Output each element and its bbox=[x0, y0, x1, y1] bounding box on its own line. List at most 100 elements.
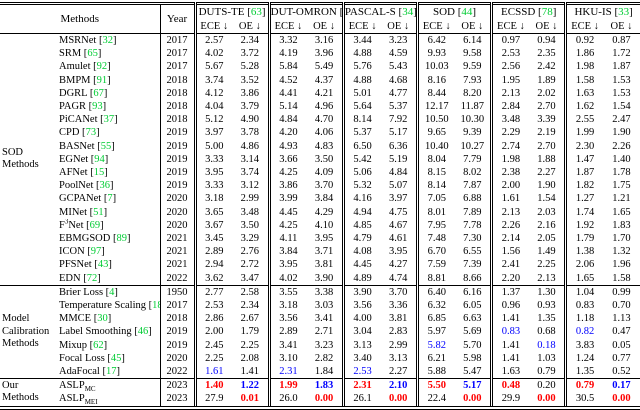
oe-value-cell: 0.00 bbox=[603, 392, 640, 407]
table-row: Temperature Scaling [18]20172.532.343.18… bbox=[0, 299, 640, 312]
oe-value-cell: 2.99 bbox=[380, 339, 417, 352]
ece-value-cell: 2.20 bbox=[492, 272, 529, 286]
ece-value-cell: 1.04 bbox=[566, 285, 603, 299]
oe-value-cell: 2.70 bbox=[529, 100, 566, 113]
oe-value-cell: 4.84 bbox=[380, 166, 417, 179]
ece-header: ECE ↓ bbox=[269, 20, 306, 34]
ece-value-cell: 4.93 bbox=[269, 140, 306, 153]
ece-value-cell: 4.02 bbox=[269, 272, 306, 286]
oe-value-cell: 1.72 bbox=[603, 47, 640, 60]
ece-value-cell: 2.86 bbox=[195, 312, 232, 325]
ece-value-cell: 1.65 bbox=[566, 272, 603, 286]
oe-value-cell: 3.81 bbox=[380, 312, 417, 325]
oe-value-cell: 1.03 bbox=[529, 352, 566, 365]
oe-value-cell: 2.13 bbox=[529, 272, 566, 286]
oe-value-cell: 0.05 bbox=[603, 339, 640, 352]
method-citation: 15 bbox=[94, 167, 105, 178]
method-name: AFNet [15] bbox=[56, 166, 160, 179]
oe-value-cell: 4.37 bbox=[306, 74, 343, 87]
oe-value-cell: 1.32 bbox=[603, 245, 640, 258]
oe-value-cell: 5.19 bbox=[380, 153, 417, 166]
ece-value-cell: 0.83 bbox=[492, 325, 529, 338]
ece-value-cell: 3.83 bbox=[566, 339, 603, 352]
oe-value-cell: 4.61 bbox=[380, 232, 417, 245]
ece-value-cell: 2.74 bbox=[492, 140, 529, 153]
oe-value-cell: 2.27 bbox=[380, 365, 417, 379]
ece-value-cell: 6.85 bbox=[417, 312, 454, 325]
oe-value-cell: 8.02 bbox=[455, 166, 492, 179]
ece-value-cell: 3.66 bbox=[269, 153, 306, 166]
ece-header: ECE ↓ bbox=[566, 20, 603, 34]
ece-value-cell: 1.63 bbox=[566, 87, 603, 100]
method-name: CPD [73] bbox=[56, 126, 160, 139]
ece-value-cell: 7.48 bbox=[417, 232, 454, 245]
method-name: Focal Loss [45] bbox=[56, 352, 160, 365]
year-cell: 2019 bbox=[160, 153, 195, 166]
oe-value-cell: 0.17 bbox=[603, 379, 640, 393]
dataset-name: ECSSD bbox=[501, 6, 535, 18]
oe-value-cell: 0.52 bbox=[603, 365, 640, 379]
oe-value-cell: 7.89 bbox=[455, 206, 492, 219]
oe-value-cell: 0.87 bbox=[603, 34, 640, 48]
ece-value-cell: 2.57 bbox=[195, 34, 232, 48]
oe-value-cell: 3.52 bbox=[232, 74, 269, 87]
oe-value-cell: 1.58 bbox=[603, 272, 640, 286]
oe-value-cell: 4.96 bbox=[306, 100, 343, 113]
method-name: ASLPMEI bbox=[56, 392, 160, 407]
dataset-name: PASCAL-S bbox=[345, 6, 396, 18]
method-name: AdaFocal [17] bbox=[56, 365, 160, 379]
oe-value-cell: 5.17 bbox=[380, 126, 417, 139]
oe-value-cell: 5.37 bbox=[380, 100, 417, 113]
method-name: ICON [97] bbox=[56, 245, 160, 258]
oe-value-cell: 2.25 bbox=[529, 258, 566, 271]
ece-value-cell: 1.56 bbox=[492, 245, 529, 258]
oe-value-cell: 2.34 bbox=[232, 34, 269, 48]
method-citation: 67 bbox=[93, 88, 104, 99]
oe-value-cell: 4.67 bbox=[380, 219, 417, 232]
ece-value-cell: 2.41 bbox=[492, 258, 529, 271]
ece-value-cell: 2.38 bbox=[492, 166, 529, 179]
year-cell: 2018 bbox=[160, 100, 195, 113]
ece-value-cell: 5.88 bbox=[417, 365, 454, 379]
ece-value-cell: 4.02 bbox=[195, 47, 232, 60]
oe-value-cell: 5.69 bbox=[455, 325, 492, 338]
oe-value-cell: 5.47 bbox=[455, 365, 492, 379]
ece-value-cell: 5.50 bbox=[417, 379, 454, 393]
methods-column-header: Methods bbox=[0, 4, 160, 34]
ece-value-cell: 0.92 bbox=[566, 34, 603, 48]
oe-value-cell: 6.16 bbox=[455, 285, 492, 299]
method-name: PFSNet [43] bbox=[56, 258, 160, 271]
oe-header: OE ↓ bbox=[232, 20, 269, 34]
oe-value-cell: 4.77 bbox=[380, 87, 417, 100]
oe-value-cell: 2.67 bbox=[232, 312, 269, 325]
ece-value-cell: 0.83 bbox=[566, 299, 603, 312]
ece-value-cell: 10.40 bbox=[417, 140, 454, 153]
ece-value-cell: 0.79 bbox=[566, 379, 603, 393]
ece-value-cell: 3.84 bbox=[269, 245, 306, 258]
method-name: ASLPMC bbox=[56, 379, 160, 393]
ece-value-cell: 2.25 bbox=[195, 352, 232, 365]
oe-value-cell: 5.43 bbox=[380, 60, 417, 73]
method-citation: 51 bbox=[93, 207, 104, 218]
oe-value-cell: 3.95 bbox=[306, 232, 343, 245]
oe-value-cell: 7.79 bbox=[455, 153, 492, 166]
ece-value-cell: 12.17 bbox=[417, 100, 454, 113]
ece-value-cell: 5.06 bbox=[343, 166, 380, 179]
ece-value-cell: 3.13 bbox=[343, 339, 380, 352]
year-cell: 2017 bbox=[160, 34, 195, 48]
oe-value-cell: 2.19 bbox=[529, 126, 566, 139]
ece-value-cell: 6.21 bbox=[417, 352, 454, 365]
ece-value-cell: 2.13 bbox=[492, 206, 529, 219]
oe-value-cell: 7.92 bbox=[380, 113, 417, 126]
